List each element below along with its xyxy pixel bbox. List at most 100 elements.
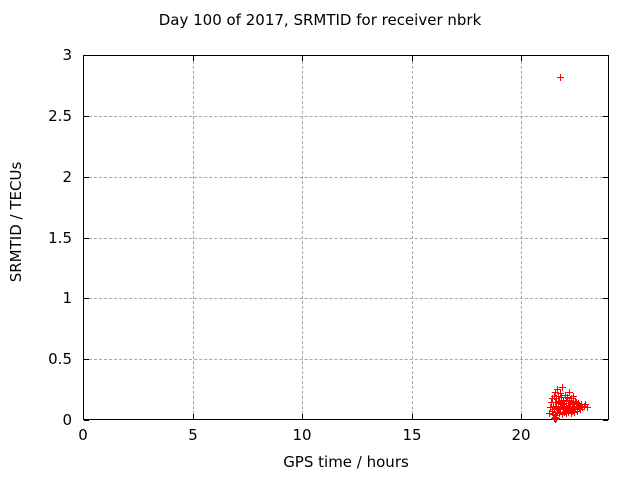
data-point bbox=[549, 395, 557, 403]
data-point bbox=[552, 389, 560, 397]
data-point bbox=[583, 403, 591, 411]
data-point bbox=[556, 409, 564, 417]
x-tick-mark-top bbox=[521, 56, 522, 61]
data-point bbox=[553, 403, 561, 411]
plot-frame bbox=[83, 55, 609, 420]
x-tick-mark-bottom bbox=[521, 414, 522, 419]
y-tick-label: 0 bbox=[62, 411, 72, 429]
y-tick-mark-right bbox=[603, 238, 608, 239]
y-tick-label: 2 bbox=[62, 168, 72, 186]
data-point bbox=[554, 408, 562, 416]
data-point bbox=[572, 402, 580, 410]
data-point bbox=[555, 397, 563, 405]
y-tick-mark-left bbox=[84, 177, 89, 178]
data-point bbox=[556, 390, 564, 398]
x-tick-label: 10 bbox=[292, 426, 312, 444]
data-point bbox=[548, 399, 555, 406]
data-point bbox=[557, 399, 565, 406]
data-point bbox=[562, 402, 570, 410]
data-point bbox=[560, 396, 568, 404]
y-tick-mark-left bbox=[84, 238, 89, 239]
x-tick-label: 20 bbox=[511, 426, 531, 444]
grid-line-y bbox=[84, 298, 608, 299]
y-tick-mark-left bbox=[84, 359, 89, 360]
data-point bbox=[570, 392, 578, 400]
y-tick-label: 2.5 bbox=[48, 107, 72, 125]
grid-line-x bbox=[412, 56, 413, 419]
x-tick-label: 5 bbox=[188, 426, 198, 444]
data-point bbox=[566, 406, 574, 414]
data-point bbox=[573, 407, 581, 415]
data-point bbox=[562, 397, 570, 405]
y-tick-mark-right bbox=[603, 359, 608, 360]
data-point bbox=[561, 403, 569, 411]
data-point bbox=[566, 389, 574, 397]
data-point bbox=[555, 392, 562, 400]
grid-line-y bbox=[84, 116, 608, 117]
y-tick-mark-right bbox=[603, 55, 608, 56]
data-point bbox=[560, 400, 568, 408]
y-tick-mark-left bbox=[84, 116, 89, 117]
y-tick-label: 0.5 bbox=[48, 350, 72, 368]
x-tick-mark-top bbox=[83, 56, 84, 61]
data-point bbox=[562, 407, 569, 415]
data-point bbox=[569, 407, 577, 415]
data-point bbox=[573, 399, 581, 406]
data-point bbox=[567, 409, 575, 417]
x-axis-label: GPS time / hours bbox=[283, 453, 409, 471]
data-point bbox=[571, 401, 579, 409]
data-point bbox=[560, 408, 568, 416]
x-tick-mark-bottom bbox=[302, 414, 303, 419]
x-tick-mark-top bbox=[193, 56, 194, 61]
data-point bbox=[568, 402, 576, 410]
data-point bbox=[579, 403, 587, 411]
data-point bbox=[566, 403, 573, 411]
y-tick-mark-left bbox=[84, 420, 89, 421]
data-point bbox=[550, 402, 558, 410]
data-point bbox=[580, 402, 588, 410]
data-point bbox=[563, 409, 571, 417]
grid-line-x bbox=[302, 56, 303, 419]
y-tick-mark-left bbox=[84, 298, 89, 299]
data-point bbox=[556, 402, 564, 410]
data-point bbox=[577, 406, 585, 414]
y-tick-mark-right bbox=[603, 177, 608, 178]
data-point bbox=[564, 405, 572, 413]
data-point bbox=[547, 403, 555, 411]
data-point bbox=[556, 74, 564, 82]
data-point bbox=[549, 411, 557, 419]
data-point bbox=[554, 400, 562, 408]
data-point bbox=[575, 400, 582, 408]
y-tick-mark-right bbox=[603, 116, 608, 117]
x-tick-mark-top bbox=[412, 56, 413, 61]
data-point bbox=[559, 405, 567, 413]
data-point bbox=[570, 408, 578, 416]
data-point bbox=[563, 394, 571, 402]
y-tick-label: 1 bbox=[62, 289, 72, 307]
data-point bbox=[575, 405, 583, 413]
data-point bbox=[565, 408, 573, 416]
data-point bbox=[568, 395, 576, 403]
data-point bbox=[553, 385, 561, 393]
y-tick-label: 3 bbox=[62, 46, 72, 64]
x-tick-label: 0 bbox=[78, 426, 88, 444]
data-point bbox=[558, 411, 566, 419]
data-point bbox=[559, 384, 567, 392]
data-point bbox=[578, 401, 586, 409]
data-point bbox=[550, 392, 558, 400]
data-point bbox=[551, 406, 559, 414]
grid-line-y bbox=[84, 359, 608, 360]
data-point bbox=[582, 401, 589, 409]
data-point bbox=[576, 402, 584, 410]
data-point bbox=[552, 413, 559, 421]
x-tick-mark-bottom bbox=[193, 414, 194, 419]
x-tick-mark-top bbox=[302, 56, 303, 61]
data-point bbox=[557, 406, 565, 414]
grid-line-x bbox=[193, 56, 194, 419]
data-point bbox=[569, 399, 577, 406]
data-point bbox=[561, 391, 569, 399]
data-point bbox=[567, 400, 575, 408]
data-point bbox=[569, 405, 577, 413]
grid-line-x bbox=[521, 56, 522, 419]
